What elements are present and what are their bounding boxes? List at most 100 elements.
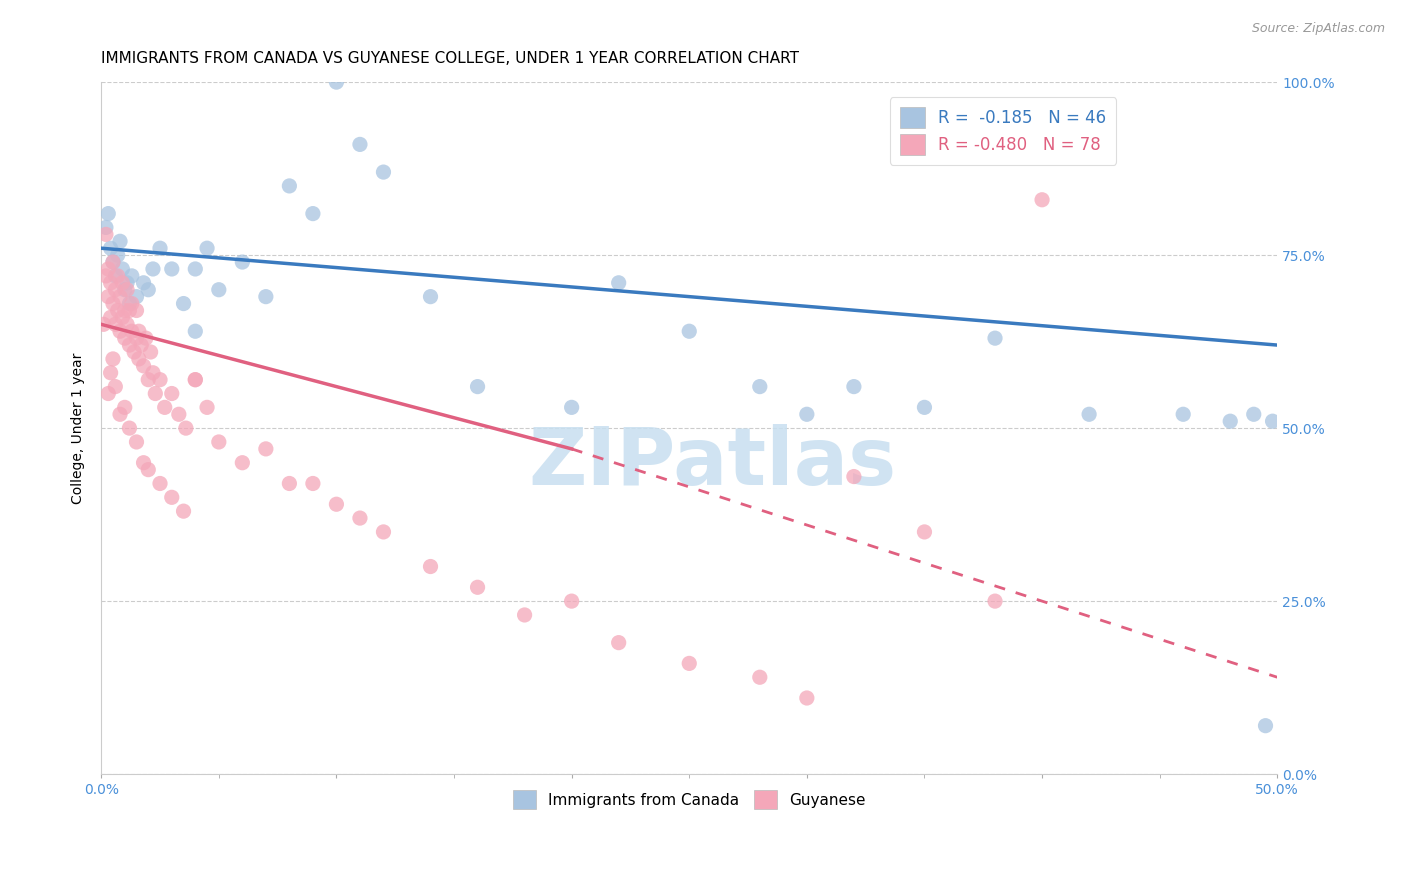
Point — [97, 386, 120, 401]
Point — [149, 476, 172, 491]
Point — [97, 206, 120, 220]
Point — [118, 421, 141, 435]
Point — [1173, 407, 1195, 421]
Point — [561, 594, 583, 608]
Point — [114, 401, 136, 415]
Point — [302, 206, 325, 220]
Point — [122, 345, 145, 359]
Point — [173, 504, 195, 518]
Point — [678, 657, 700, 671]
Point — [125, 290, 148, 304]
Point — [796, 691, 818, 706]
Point — [111, 310, 134, 325]
Point — [128, 324, 150, 338]
Point — [278, 178, 301, 193]
Point — [100, 241, 122, 255]
Point — [94, 227, 117, 242]
Point — [984, 594, 1007, 608]
Point — [254, 290, 277, 304]
Point — [914, 524, 936, 539]
Point — [118, 303, 141, 318]
Point — [149, 373, 172, 387]
Point — [796, 407, 818, 421]
Text: ZIPatlas: ZIPatlas — [529, 424, 897, 501]
Point — [1078, 407, 1101, 421]
Point — [167, 407, 190, 421]
Point — [136, 463, 159, 477]
Point — [100, 366, 122, 380]
Point — [419, 290, 441, 304]
Y-axis label: College, Under 1 year: College, Under 1 year — [72, 352, 86, 504]
Point — [173, 296, 195, 310]
Point — [208, 283, 231, 297]
Point — [195, 401, 218, 415]
Point — [142, 262, 165, 277]
Point — [373, 165, 395, 179]
Point — [1243, 407, 1265, 421]
Point — [984, 331, 1007, 345]
Point — [101, 255, 124, 269]
Point — [104, 268, 127, 283]
Point — [129, 338, 152, 352]
Point — [325, 497, 347, 511]
Point — [561, 401, 583, 415]
Point — [160, 491, 183, 505]
Point — [254, 442, 277, 456]
Point — [467, 379, 489, 393]
Point — [101, 255, 124, 269]
Point — [1031, 193, 1053, 207]
Point — [115, 318, 138, 332]
Point — [121, 268, 143, 283]
Point — [325, 75, 347, 89]
Point — [101, 351, 124, 366]
Point — [142, 366, 165, 380]
Point — [101, 296, 124, 310]
Point — [118, 338, 141, 352]
Point — [94, 220, 117, 235]
Point — [94, 268, 117, 283]
Point — [132, 276, 155, 290]
Point — [174, 421, 197, 435]
Point — [373, 524, 395, 539]
Point — [153, 401, 176, 415]
Point — [121, 296, 143, 310]
Point — [748, 379, 770, 393]
Point — [121, 324, 143, 338]
Point — [231, 255, 253, 269]
Point — [125, 331, 148, 345]
Point — [302, 476, 325, 491]
Point — [607, 635, 630, 649]
Point — [136, 283, 159, 297]
Point — [108, 234, 131, 248]
Point — [513, 607, 536, 622]
Point — [107, 248, 129, 262]
Point — [104, 283, 127, 297]
Point — [184, 373, 207, 387]
Point — [149, 241, 172, 255]
Point — [139, 345, 162, 359]
Point — [97, 262, 120, 277]
Point — [914, 401, 936, 415]
Point — [748, 670, 770, 684]
Point — [467, 580, 489, 594]
Point — [349, 137, 371, 152]
Point — [114, 283, 136, 297]
Point — [114, 331, 136, 345]
Point — [184, 262, 207, 277]
Point — [231, 456, 253, 470]
Point — [419, 559, 441, 574]
Point — [143, 386, 166, 401]
Point — [160, 386, 183, 401]
Point — [128, 351, 150, 366]
Point — [108, 407, 131, 421]
Point — [100, 310, 122, 325]
Point — [136, 373, 159, 387]
Point — [1254, 719, 1277, 733]
Point — [842, 379, 865, 393]
Point — [107, 303, 129, 318]
Point — [1219, 414, 1241, 428]
Legend: Immigrants from Canada, Guyanese: Immigrants from Canada, Guyanese — [506, 784, 872, 815]
Point — [135, 331, 157, 345]
Point — [678, 324, 700, 338]
Point — [108, 324, 131, 338]
